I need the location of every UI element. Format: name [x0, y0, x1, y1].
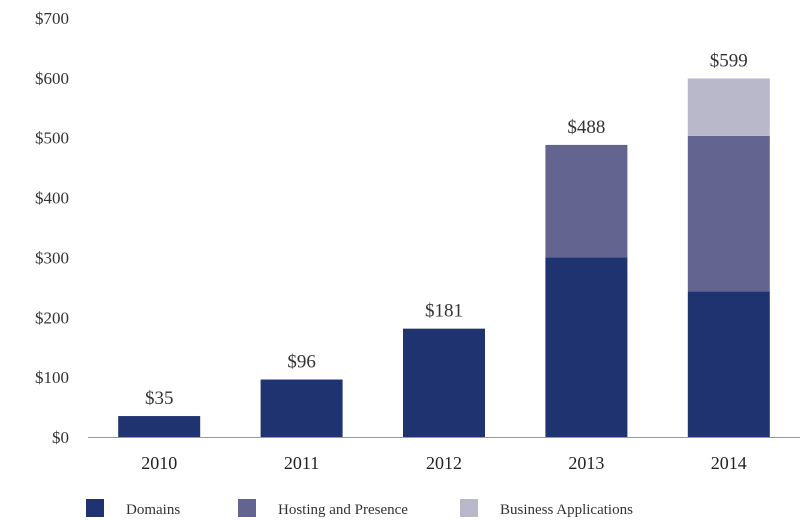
bar-2014-hosting-and-presence [687, 135, 770, 292]
bar-2014-business-applications [687, 78, 770, 136]
y-tick-label: $100 [35, 368, 69, 387]
y-tick-label: $400 [35, 189, 69, 208]
legend-label: Hosting and Presence [278, 502, 408, 518]
bar-2010-domains [118, 416, 201, 437]
x-tick-label: 2012 [426, 453, 462, 473]
y-tick-label: $0 [52, 428, 69, 447]
x-tick-label: 2011 [284, 453, 319, 473]
bars: $35 $96 $181 $488 $599 [118, 50, 770, 437]
x-axis: 2010 2011 2012 2013 2014 [88, 437, 800, 473]
legend-swatch [238, 499, 256, 517]
bar-total-label: $181 [425, 301, 463, 322]
legend: Domains Hosting and Presence Business Appl… [86, 499, 633, 518]
y-tick-label: $300 [35, 248, 69, 267]
bar-2013-hosting-and-presence [545, 144, 628, 258]
x-tick-label: 2010 [141, 453, 177, 473]
bar-total-label: $96 [287, 352, 316, 373]
bar-2011-domains [260, 379, 343, 437]
bar-total-label: $35 [145, 388, 174, 409]
bar-total-label: $488 [567, 117, 605, 138]
legend-label: Business Applications [500, 502, 633, 518]
legend-label: Domains [126, 502, 180, 518]
x-tick-label: 2014 [711, 453, 747, 473]
bar-2014-domains [687, 291, 770, 437]
y-axis: $0 $100 $200 $300 $400 $500 $600 $700 [35, 9, 69, 447]
bar-2012-domains [403, 328, 485, 437]
x-tick-label: 2013 [568, 453, 604, 473]
bar-2013-domains [545, 257, 628, 437]
legend-swatch [86, 499, 104, 517]
y-tick-label: $500 [35, 129, 69, 148]
y-tick-label: $600 [35, 69, 69, 88]
legend-swatch [460, 499, 478, 517]
y-tick-label: $200 [35, 308, 69, 327]
bar-total-label: $599 [710, 50, 748, 71]
y-tick-label: $700 [35, 9, 69, 28]
